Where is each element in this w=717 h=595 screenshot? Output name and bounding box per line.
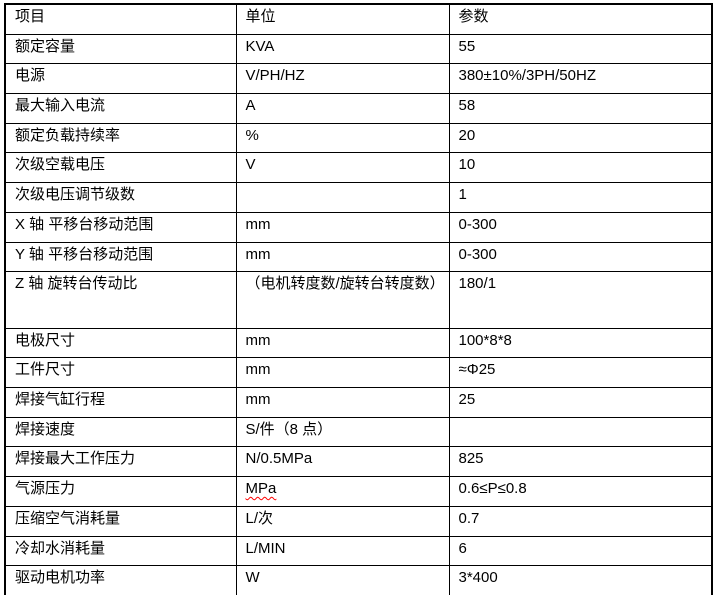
col-header-value: 参数	[448, 3, 713, 35]
spec-value-cell: 6	[448, 535, 713, 567]
spec-item-cell: 焊接速度	[4, 416, 237, 448]
spec-item-cell: 焊接气缸行程	[4, 387, 237, 418]
spec-item-cell: 电极尺寸	[4, 327, 237, 359]
spec-unit-cell: %	[235, 122, 450, 154]
spec-item-cell: Y 轴 平移台移动范围	[4, 241, 237, 273]
table-row: 次级电压调节级数 1	[4, 182, 713, 213]
spec-value-cell	[448, 416, 713, 448]
spec-value-cell: 0-300	[448, 211, 713, 243]
spec-value-cell: 1	[448, 182, 713, 213]
spec-unit-cell: mm	[235, 241, 450, 273]
spec-unit-cell: （电机转度数/旋转台转度数）	[235, 271, 450, 329]
spec-item-cell: 压缩空气消耗量	[4, 505, 237, 537]
table-row: 焊接气缸行程 mm 25	[4, 387, 713, 418]
spec-item-cell: 次级空载电压	[4, 152, 237, 184]
spec-unit-cell: W	[235, 565, 450, 595]
spec-item-cell: 最大输入电流	[4, 93, 237, 124]
table-row: 冷却水消耗量 L/MIN 6	[4, 535, 713, 567]
spec-item-cell: Z 轴 旋转台传动比	[4, 271, 237, 329]
spec-value-cell: 0.6≤P≤0.8	[448, 476, 713, 507]
spec-value-cell: 25	[448, 387, 713, 418]
spec-value-cell: ≈Φ25	[448, 357, 713, 389]
table-row: 额定容量 KVA 55	[4, 33, 713, 65]
spec-item-cell: 额定容量	[4, 33, 237, 65]
spec-unit-cell: A	[235, 93, 450, 124]
spec-value-cell: 100*8*8	[448, 327, 713, 359]
spec-unit-cell: mm	[235, 357, 450, 389]
spec-unit-cell: V/PH/HZ	[235, 63, 450, 95]
spec-unit-cell: L/MIN	[235, 535, 450, 567]
spec-value-cell: 0-300	[448, 241, 713, 273]
spec-item-cell: 电源	[4, 63, 237, 95]
col-header-unit: 单位	[235, 3, 450, 35]
spec-value-cell: 10	[448, 152, 713, 184]
spec-unit-cell: mm	[235, 327, 450, 359]
table-row: 电源 V/PH/HZ 380±10%/3PH/50HZ	[4, 63, 713, 95]
spec-value-cell: 3*400	[448, 565, 713, 595]
spec-value-cell: 20	[448, 122, 713, 154]
spec-item-cell: 额定负载持续率	[4, 122, 237, 154]
spec-value-cell: 180/1	[448, 271, 713, 329]
spec-value-cell: 380±10%/3PH/50HZ	[448, 63, 713, 95]
spec-unit-cell: mm	[235, 387, 450, 418]
table-row: Y 轴 平移台移动范围 mm 0-300	[4, 241, 713, 273]
table-row: Z 轴 旋转台传动比 （电机转度数/旋转台转度数） 180/1	[4, 271, 713, 329]
table-row: 驱动电机功率 W 3*400	[4, 565, 713, 595]
spec-item-cell: 次级电压调节级数	[4, 182, 237, 213]
table-row: 额定负载持续率 % 20	[4, 122, 713, 154]
table-row: 气源压力 MPa 0.6≤P≤0.8	[4, 476, 713, 507]
spec-unit-cell: mm	[235, 211, 450, 243]
table-row: X 轴 平移台移动范围 mm 0-300	[4, 211, 713, 243]
spec-value-cell: 0.7	[448, 505, 713, 537]
table-header-row: 项目 单位 参数	[4, 3, 713, 35]
spec-unit-cell	[235, 182, 450, 213]
spec-unit-cell: V	[235, 152, 450, 184]
col-header-item: 项目	[4, 3, 237, 35]
spec-unit-cell-spellchecked: MPa	[235, 476, 450, 507]
spec-unit-cell: KVA	[235, 33, 450, 65]
table-row: 次级空载电压 V 10	[4, 152, 713, 184]
spec-value-cell: 825	[448, 446, 713, 478]
spec-item-cell: 气源压力	[4, 476, 237, 507]
spec-item-cell: 驱动电机功率	[4, 565, 237, 595]
spec-value-cell: 55	[448, 33, 713, 65]
table-row: 最大输入电流 A 58	[4, 93, 713, 124]
table-row: 焊接最大工作压力 N/0.5MPa 825	[4, 446, 713, 478]
spec-item-cell: X 轴 平移台移动范围	[4, 211, 237, 243]
spec-value-cell: 58	[448, 93, 713, 124]
spec-unit-cell: S/件（8 点）	[235, 416, 450, 448]
table-row: 工件尺寸 mm ≈Φ25	[4, 357, 713, 389]
table-row: 焊接速度 S/件（8 点）	[4, 416, 713, 448]
spec-item-cell: 冷却水消耗量	[4, 535, 237, 567]
table-row: 压缩空气消耗量 L/次 0.7	[4, 505, 713, 537]
spec-unit-cell: N/0.5MPa	[235, 446, 450, 478]
spec-item-cell: 焊接最大工作压力	[4, 446, 237, 478]
spec-table: 项目 单位 参数 额定容量 KVA 55 电源 V/PH/HZ 380±10%/…	[4, 3, 713, 595]
spec-unit-cell: L/次	[235, 505, 450, 537]
table-row: 电极尺寸 mm 100*8*8	[4, 327, 713, 359]
spec-item-cell: 工件尺寸	[4, 357, 237, 389]
